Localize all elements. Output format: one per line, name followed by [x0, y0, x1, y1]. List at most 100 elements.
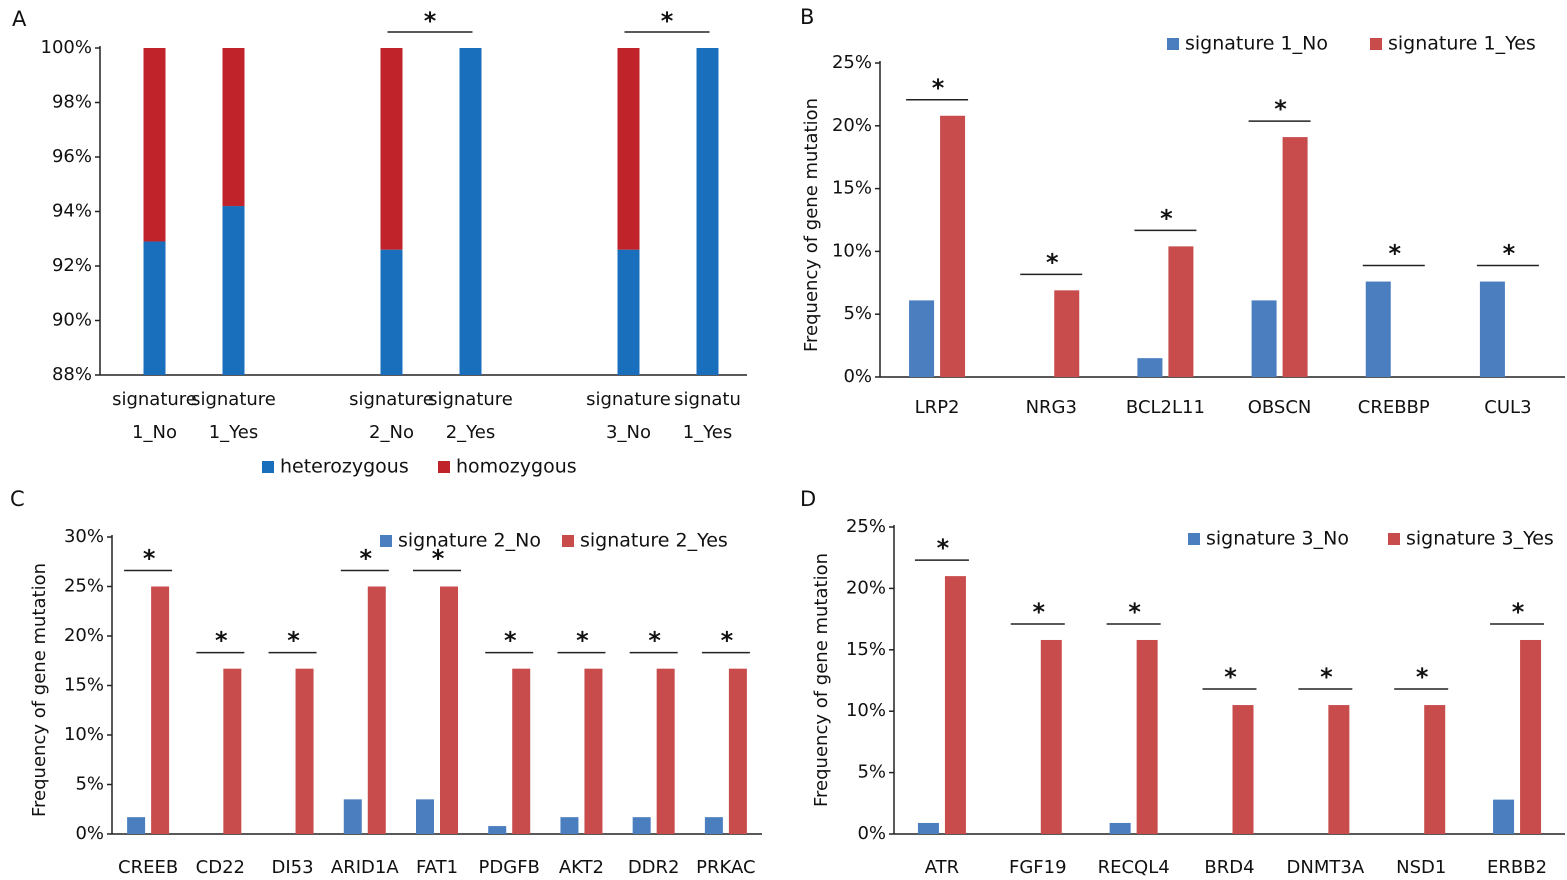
- panel-letter: C: [10, 487, 25, 511]
- bar: [1282, 137, 1308, 377]
- bar: [1493, 799, 1515, 834]
- bar: [1168, 246, 1194, 377]
- y-tick-label: 25%: [832, 52, 872, 73]
- legend-label: signature 1_Yes: [1388, 33, 1536, 55]
- legend-label: signature 3_No: [1206, 528, 1349, 550]
- bar-segment: [380, 48, 403, 250]
- legend-label: signature 3_Yes: [1406, 528, 1554, 550]
- x-tick-label: DI53: [272, 857, 314, 878]
- bar-segment: [617, 48, 640, 250]
- significance-star: *: [1512, 598, 1525, 626]
- legend-label: homozygous: [456, 456, 577, 478]
- y-tick-label: 10%: [64, 724, 104, 745]
- significance-star: *: [504, 627, 517, 655]
- significance-star: *: [661, 7, 674, 35]
- y-tick-label: 0%: [75, 823, 104, 844]
- x-tick-label: 1_No: [132, 422, 177, 443]
- significance-star: *: [1033, 598, 1046, 626]
- significance-star: *: [1503, 240, 1516, 268]
- x-tick-label: signature: [112, 389, 197, 410]
- significance-star: *: [143, 545, 156, 573]
- significance-star: *: [432, 545, 445, 573]
- bar-segment: [222, 48, 245, 207]
- bar-segment: [380, 249, 403, 375]
- x-tick-label: signature: [191, 389, 276, 410]
- bar: [656, 668, 675, 834]
- bar: [512, 668, 531, 834]
- bar: [1365, 281, 1391, 377]
- bar: [343, 799, 362, 834]
- x-tick-label: LRP2: [915, 397, 960, 418]
- y-tick-label: 5%: [75, 774, 104, 795]
- x-tick-label: FAT1: [416, 857, 458, 878]
- significance-star: *: [1046, 248, 1059, 276]
- bar: [584, 668, 603, 834]
- bar: [728, 668, 747, 834]
- y-tick-label: 5%: [857, 762, 886, 783]
- bar-segment: [459, 48, 482, 375]
- significance-star: *: [1274, 95, 1287, 123]
- x-tick-label: BCL2L11: [1126, 397, 1205, 418]
- x-tick-label: 1_Yes: [209, 422, 259, 443]
- x-tick-label: BRD4: [1204, 857, 1254, 878]
- x-tick-label: OBSCN: [1248, 397, 1312, 418]
- bar-segment: [143, 48, 166, 242]
- significance-star: *: [1416, 663, 1429, 691]
- legend-swatch: [1388, 533, 1400, 545]
- legend-label: signature 1_No: [1185, 33, 1328, 55]
- legend-swatch: [1167, 38, 1179, 50]
- legend-swatch: [438, 461, 450, 473]
- bar-segment: [222, 206, 245, 375]
- x-tick-label: 3_No: [606, 422, 651, 443]
- legend-swatch: [262, 461, 274, 473]
- bar: [151, 586, 170, 834]
- y-tick-label: 98%: [52, 92, 92, 113]
- bar: [440, 586, 458, 834]
- bar: [1137, 358, 1163, 377]
- bar: [416, 799, 434, 834]
- bar: [940, 115, 966, 377]
- x-tick-label: DDR2: [628, 857, 680, 878]
- bar: [944, 576, 966, 834]
- y-tick-label: 0%: [843, 366, 872, 387]
- x-tick-label: 2_Yes: [446, 422, 496, 443]
- significance-star: *: [1128, 598, 1141, 626]
- x-tick-label: NRG3: [1026, 397, 1077, 418]
- y-tick-label: 25%: [846, 516, 886, 537]
- significance-star: *: [359, 545, 372, 573]
- bar: [1520, 639, 1542, 834]
- x-tick-label: CUL3: [1484, 397, 1531, 418]
- x-tick-label: FGF19: [1009, 857, 1067, 878]
- significance-star: *: [932, 74, 945, 102]
- legend-label: signature 2_Yes: [580, 530, 728, 552]
- y-tick-label: 5%: [843, 303, 872, 324]
- y-tick-label: 0%: [857, 823, 886, 844]
- y-tick-label: 20%: [64, 625, 104, 646]
- significance-star: *: [721, 627, 734, 655]
- x-tick-label: signatu: [674, 389, 741, 410]
- bar-segment: [143, 241, 166, 375]
- panel-letter: B: [800, 5, 814, 29]
- legend-swatch: [562, 535, 574, 547]
- bar: [1136, 639, 1158, 834]
- x-tick-label: AKT2: [559, 857, 604, 878]
- y-tick-label: 92%: [52, 255, 92, 276]
- bar: [1040, 639, 1062, 834]
- bar: [1054, 290, 1080, 377]
- bar: [1328, 705, 1350, 834]
- x-tick-label: PRKAC: [696, 857, 755, 878]
- significance-star: *: [1160, 204, 1173, 232]
- x-tick-label: CD22: [196, 857, 245, 878]
- legend-swatch: [1370, 38, 1382, 50]
- y-tick-label: 88%: [52, 364, 92, 385]
- x-tick-label: signature: [586, 389, 671, 410]
- y-tick-label: 96%: [52, 146, 92, 167]
- panel-letter: A: [12, 7, 27, 31]
- bar: [127, 817, 146, 834]
- y-axis-label: Frequency of gene mutation: [801, 98, 822, 352]
- bar: [1424, 705, 1446, 834]
- y-tick-label: 30%: [64, 526, 104, 547]
- significance-star: *: [648, 627, 661, 655]
- bar: [1479, 281, 1505, 377]
